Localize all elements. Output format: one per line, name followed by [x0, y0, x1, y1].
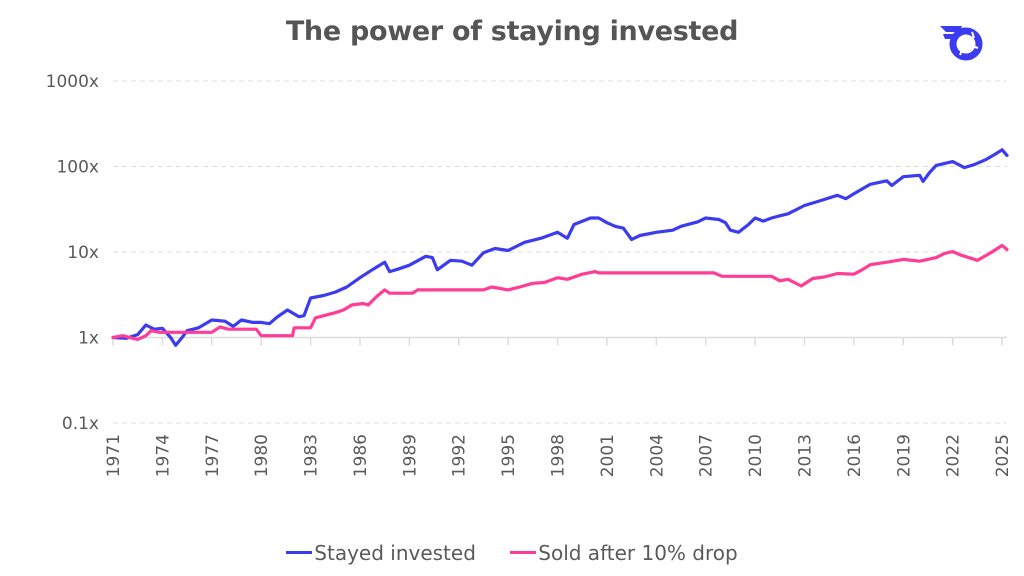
- y-tick-label: 1000x: [46, 72, 99, 92]
- legend-label-sold-after-drop: Sold after 10% drop: [538, 540, 738, 565]
- y-axis-labels: 1000x 100x 10x 1x 0.1x: [46, 72, 99, 434]
- y-tick-label: 100x: [56, 158, 99, 178]
- brand-logo-icon: [940, 26, 983, 61]
- x-tick-label: 2016: [845, 434, 865, 477]
- legend-item-sold-after-drop[interactable]: Sold after 10% drop: [510, 540, 738, 565]
- x-tick-label: 1980: [252, 434, 272, 477]
- x-tick-label: 1995: [499, 434, 519, 477]
- logo-wing: [940, 26, 962, 39]
- x-tick-label: 2019: [894, 434, 914, 477]
- series-lines: [111, 148, 1009, 347]
- x-tick-label: 2001: [598, 434, 618, 477]
- x-tick-label: 1983: [302, 434, 322, 477]
- x-axis-labels: 1971 1974 1977 1980 1983 1986 1989 1992 1995 1998…: [104, 434, 1013, 477]
- x-tick-label: 1977: [203, 434, 223, 477]
- legend-label-stayed-invested: Stayed invested: [314, 540, 476, 565]
- x-tick-label: 2013: [795, 434, 815, 477]
- y-tick-label: 0.1x: [62, 414, 99, 434]
- legend: Stayed invested Sold after 10% drop: [0, 535, 1024, 565]
- x-tick-label: 2010: [746, 434, 766, 477]
- x-tick-label: 2022: [944, 434, 964, 477]
- x-tick-label: 1971: [104, 434, 124, 477]
- legend-swatch-stayed-invested: [286, 551, 313, 554]
- x-tick-label: 1989: [400, 434, 420, 477]
- x-tick-label: 1992: [450, 434, 470, 477]
- x-tick-label: 1986: [351, 434, 371, 477]
- gridlines: [113, 80, 1007, 424]
- x-tick-label: 1998: [549, 434, 569, 477]
- y-tick-label: 1x: [78, 329, 99, 349]
- x-axis: [112, 337, 1003, 346]
- series-line-sold-after-drop: [111, 243, 1009, 341]
- x-tick-label: 2025: [993, 434, 1013, 477]
- y-tick-label: 10x: [67, 243, 99, 263]
- x-tick-label: 2004: [647, 434, 667, 477]
- logo-ring: [949, 27, 983, 61]
- legend-item-stayed-invested[interactable]: Stayed invested: [286, 541, 476, 565]
- legend-swatch-sold-after-drop: [510, 551, 537, 554]
- x-tick-label: 1974: [153, 434, 173, 477]
- chart-title: The power of staying invested: [285, 16, 739, 47]
- series-line-stayed-invested: [111, 148, 1009, 347]
- x-tick-label: 2007: [697, 434, 717, 477]
